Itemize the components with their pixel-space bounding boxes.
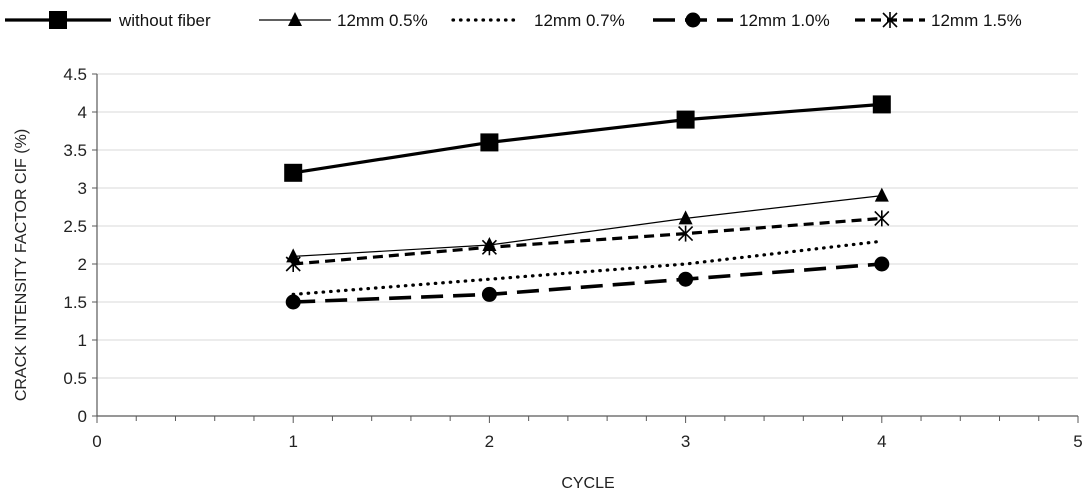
legend-item-12mm-0-5: 12mm 0.5% <box>259 11 428 30</box>
x-tick-label: 5 <box>1073 432 1082 451</box>
series-group <box>284 95 891 310</box>
legend-label: 12mm 1.5% <box>931 11 1022 30</box>
x-tick-label: 4 <box>877 432 886 451</box>
y-tick-label: 4.5 <box>63 65 87 84</box>
x-tick-labels: 0 1 2 3 4 5 <box>92 432 1082 451</box>
data-point-without-fiber <box>284 163 303 182</box>
legend-item-without-fiber: without fiber <box>5 11 211 30</box>
y-tick-label: 3 <box>78 179 87 198</box>
data-point-without-fiber <box>872 95 891 114</box>
data-point-without-fiber <box>676 110 695 129</box>
data-point-without-fiber <box>480 133 499 152</box>
y-tick-label: 3.5 <box>63 141 87 160</box>
legend-swatch-marker <box>882 12 898 28</box>
y-tick-label: 2 <box>78 255 87 274</box>
x-tick-label: 2 <box>485 432 494 451</box>
y-tick-label: 1.5 <box>63 293 87 312</box>
series-line-without-fiber <box>292 102 882 175</box>
y-tick-label: 0 <box>78 407 87 426</box>
y-tick-label: 4 <box>78 103 87 122</box>
y-tick-label: 1 <box>78 331 87 350</box>
series-line-12mm-0-5 <box>293 195 882 257</box>
data-point-12mm-0-5 <box>286 248 301 263</box>
legend-label: 12mm 0.7% <box>534 11 625 30</box>
legend-item-12mm-1-5: 12mm 1.5% <box>855 11 1022 30</box>
x-tick-label: 3 <box>681 432 690 451</box>
gridlines <box>97 73 1078 379</box>
data-point-12mm-1-0 <box>678 271 694 287</box>
data-point-12mm-0-5 <box>874 187 889 202</box>
y-tick-labels: 0 0.5 1 1.5 2 2.5 3 3.5 4 4.5 <box>63 65 87 426</box>
x-axis-title: CYCLE <box>561 475 614 492</box>
legend-label: 12mm 0.5% <box>337 11 428 30</box>
data-point-12mm-1-5 <box>678 225 694 242</box>
series-line-12mm-1-5 <box>293 216 882 266</box>
series-line-12mm-0-7 <box>291 239 884 296</box>
data-point-12mm-1-0 <box>874 256 890 272</box>
data-point-12mm-0-5 <box>678 210 693 225</box>
legend-item-12mm-0-7: 12mm 0.7% <box>451 11 625 30</box>
data-point-12mm-1-0 <box>285 294 301 310</box>
y-tick-label: 2.5 <box>63 217 87 236</box>
series-line-12mm-1-0 <box>293 262 882 304</box>
legend-swatch-marker <box>49 11 67 29</box>
data-point-12mm-1-5 <box>481 239 497 256</box>
legend: without fiber 12mm 0.5% 12mm 0.7% 12mm 1.0%… <box>5 11 1022 30</box>
legend-label: 12mm 1.0% <box>739 11 830 30</box>
legend-swatch-marker <box>288 12 302 26</box>
legend-label: without fiber <box>118 11 211 30</box>
x-tick-label: 0 <box>92 432 101 451</box>
axes <box>92 73 1079 423</box>
data-point-12mm-1-5 <box>285 256 301 272</box>
legend-item-12mm-1-0: 12mm 1.0% <box>653 11 830 30</box>
y-axis-title: CRACK INTENSITY FACTOR CIF (%) <box>13 129 30 401</box>
y-tick-label: 0.5 <box>63 369 87 388</box>
legend-swatch-marker <box>685 12 701 28</box>
data-point-12mm-1-0 <box>481 286 497 302</box>
x-tick-label: 1 <box>288 432 297 451</box>
data-point-12mm-1-5 <box>874 210 890 227</box>
